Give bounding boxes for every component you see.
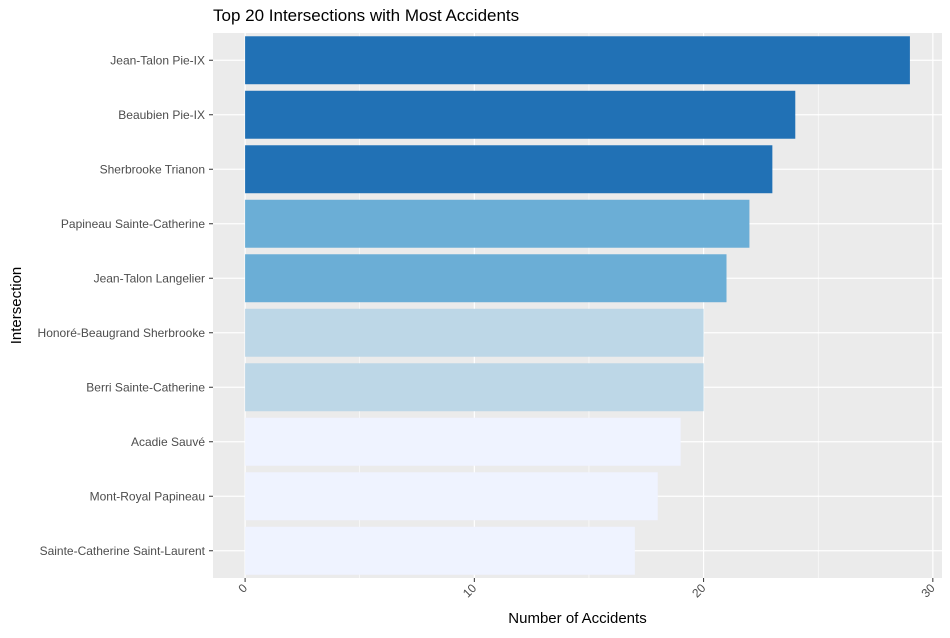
bar-jean-talon-langelier [245, 254, 727, 303]
bar-sainte-catherine-saint-laurent [245, 526, 635, 575]
y-tick-label: Sainte-Catherine Saint-Laurent [40, 544, 206, 558]
y-tick-label: Beaubien Pie-IX [118, 108, 205, 122]
bar-papineau-sainte-catherine [245, 199, 750, 248]
y-tick-label: Berri Sainte-Catherine [86, 380, 205, 394]
bar-sherbrooke-trianon [245, 145, 773, 194]
bar-honor-beaugrand-sherbrooke [245, 308, 704, 357]
bar-acadie-sauv- [245, 417, 681, 466]
x-tick-label: 0 [235, 581, 250, 596]
x-tick-label: 30 [918, 581, 938, 601]
y-tick-label: Acadie Sauvé [131, 435, 205, 449]
y-axis-title: Intersection [8, 267, 25, 345]
bar-berri-sainte-catherine [245, 363, 704, 412]
y-tick-label: Honoré-Beaugrand Sherbrooke [38, 326, 206, 340]
bar-jean-talon-pie-ix [245, 36, 910, 85]
y-tick-label: Jean-Talon Langelier [94, 271, 205, 285]
y-tick-label: Jean-Talon Pie-IX [110, 53, 205, 67]
chart-title: Top 20 Intersections with Most Accidents [213, 6, 520, 25]
y-tick-label: Mont-Royal Papineau [90, 489, 205, 503]
y-tick-label: Sherbrooke Trianon [100, 162, 205, 176]
y-tick-label: Papineau Sainte-Catherine [61, 217, 205, 231]
x-axis-title: Number of Accidents [508, 610, 646, 627]
bar-mont-royal-papineau [245, 472, 658, 521]
x-tick-label: 10 [460, 581, 480, 601]
bar-beaubien-pie-ix [245, 90, 796, 139]
x-tick-label: 20 [689, 581, 709, 601]
